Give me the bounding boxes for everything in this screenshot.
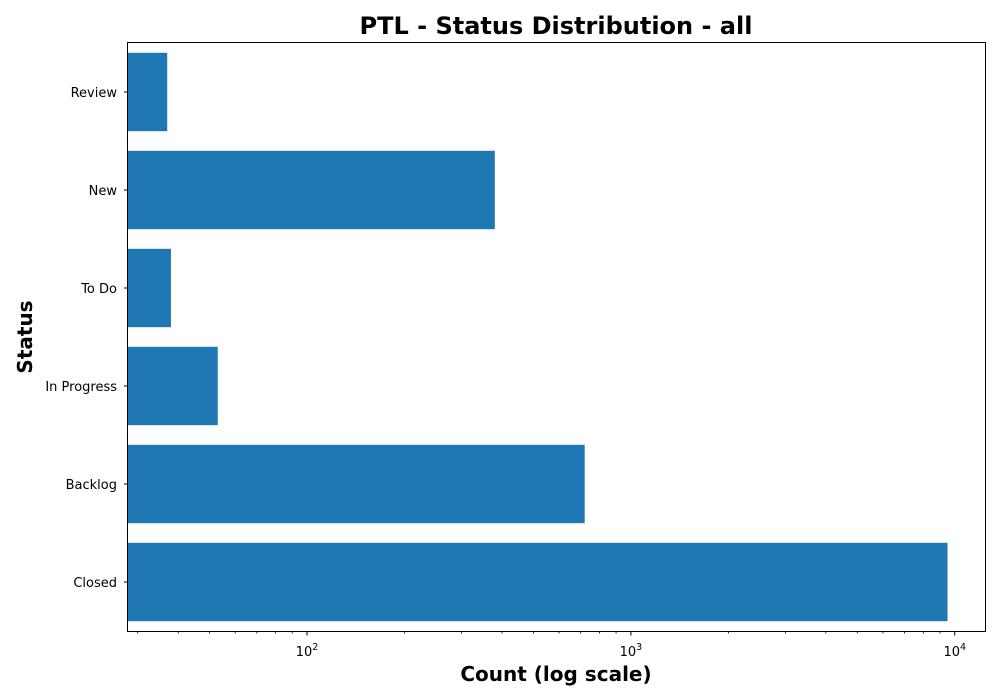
y-tick-label: Closed [73,576,117,591]
y-axis-ticks: Closed Backlog In Progress To Do New Review [45,86,128,591]
bar-in-progress [128,346,218,426]
y-tick-label: In Progress [45,380,117,395]
x-axis-label: Count (log scale) [460,662,651,686]
x-tick-label: 103 [620,642,643,660]
x-tick-label: 104 [943,642,966,660]
x-tick-label: 102 [296,642,319,660]
y-tick-label: Review [71,86,118,101]
chart-title: PTL - Status Distribution - all [360,12,753,40]
bar-closed [128,542,948,622]
bar-to-do [128,248,171,328]
y-tick-label: New [89,184,118,199]
bars-group [128,52,948,622]
bar-backlog [128,444,585,524]
y-axis-label: Status [13,300,37,373]
y-tick-label: Backlog [66,478,117,493]
x-axis-ticks: 102 103 104 [137,631,966,660]
bar-review [128,52,168,132]
bar-new [128,150,495,230]
plot-frame [127,42,986,632]
y-tick-label: To Do [80,282,117,297]
